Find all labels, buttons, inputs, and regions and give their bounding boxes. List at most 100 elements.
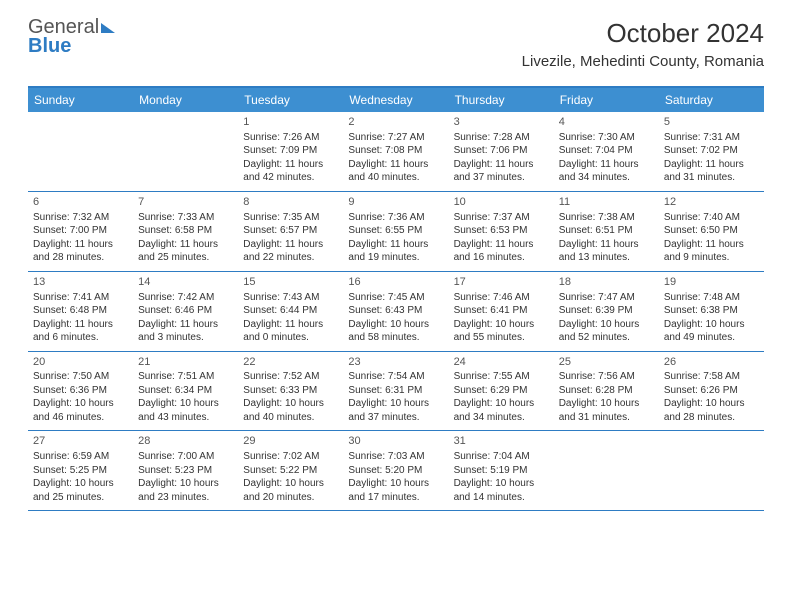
day-cell: 23Sunrise: 7:54 AMSunset: 6:31 PMDayligh…: [343, 352, 448, 431]
daylight-text: Daylight: 11 hours and 13 minutes.: [559, 238, 654, 265]
sunrise-text: Sunrise: 7:40 AM: [664, 211, 759, 225]
sunrise-text: Sunrise: 7:50 AM: [33, 370, 128, 384]
sunrise-text: Sunrise: 7:54 AM: [348, 370, 443, 384]
location-text: Livezile, Mehedinti County, Romania: [522, 53, 764, 70]
day-number: 30: [348, 434, 443, 449]
day-number: 16: [348, 275, 443, 290]
day-number: 18: [559, 275, 654, 290]
day-cell: 10Sunrise: 7:37 AMSunset: 6:53 PMDayligh…: [449, 192, 554, 271]
week-row: 27Sunrise: 6:59 AMSunset: 5:25 PMDayligh…: [28, 431, 764, 511]
sunset-text: Sunset: 5:25 PM: [33, 464, 128, 478]
day-cell: 4Sunrise: 7:30 AMSunset: 7:04 PMDaylight…: [554, 112, 659, 191]
day-cell: 24Sunrise: 7:55 AMSunset: 6:29 PMDayligh…: [449, 352, 554, 431]
day-cell: 18Sunrise: 7:47 AMSunset: 6:39 PMDayligh…: [554, 272, 659, 351]
daylight-text: Daylight: 11 hours and 42 minutes.: [243, 158, 338, 185]
sunrise-text: Sunrise: 7:28 AM: [454, 131, 549, 145]
daylight-text: Daylight: 11 hours and 19 minutes.: [348, 238, 443, 265]
sunset-text: Sunset: 7:00 PM: [33, 224, 128, 238]
day-number: 10: [454, 195, 549, 210]
day-number: 24: [454, 355, 549, 370]
day-cell: [659, 431, 764, 510]
sunset-text: Sunset: 5:19 PM: [454, 464, 549, 478]
sunset-text: Sunset: 6:43 PM: [348, 304, 443, 318]
day-cell: 8Sunrise: 7:35 AMSunset: 6:57 PMDaylight…: [238, 192, 343, 271]
day-cell: 9Sunrise: 7:36 AMSunset: 6:55 PMDaylight…: [343, 192, 448, 271]
daylight-text: Daylight: 10 hours and 28 minutes.: [664, 397, 759, 424]
sunrise-text: Sunrise: 7:32 AM: [33, 211, 128, 225]
calendar: Sunday Monday Tuesday Wednesday Thursday…: [28, 86, 764, 511]
day-number: 17: [454, 275, 549, 290]
day-cell: [28, 112, 133, 191]
day-cell: 31Sunrise: 7:04 AMSunset: 5:19 PMDayligh…: [449, 431, 554, 510]
dayhead-tue: Tuesday: [238, 88, 343, 112]
day-number: 27: [33, 434, 128, 449]
sunrise-text: Sunrise: 7:55 AM: [454, 370, 549, 384]
day-headers: Sunday Monday Tuesday Wednesday Thursday…: [28, 88, 764, 112]
sunrise-text: Sunrise: 7:45 AM: [348, 291, 443, 305]
daylight-text: Daylight: 11 hours and 22 minutes.: [243, 238, 338, 265]
title-block: October 2024 Livezile, Mehedinti County,…: [522, 18, 764, 70]
dayhead-thu: Thursday: [449, 88, 554, 112]
sunset-text: Sunset: 7:09 PM: [243, 144, 338, 158]
sunset-text: Sunset: 6:26 PM: [664, 384, 759, 398]
sunset-text: Sunset: 6:36 PM: [33, 384, 128, 398]
sunrise-text: Sunrise: 7:51 AM: [138, 370, 233, 384]
day-cell: 6Sunrise: 7:32 AMSunset: 7:00 PMDaylight…: [28, 192, 133, 271]
day-number: 31: [454, 434, 549, 449]
day-number: 3: [454, 115, 549, 130]
day-cell: 12Sunrise: 7:40 AMSunset: 6:50 PMDayligh…: [659, 192, 764, 271]
sunrise-text: Sunrise: 7:26 AM: [243, 131, 338, 145]
day-cell: 27Sunrise: 6:59 AMSunset: 5:25 PMDayligh…: [28, 431, 133, 510]
sunset-text: Sunset: 5:20 PM: [348, 464, 443, 478]
daylight-text: Daylight: 11 hours and 3 minutes.: [138, 318, 233, 345]
sunrise-text: Sunrise: 6:59 AM: [33, 450, 128, 464]
day-number: 12: [664, 195, 759, 210]
dayhead-sat: Saturday: [659, 88, 764, 112]
daylight-text: Daylight: 11 hours and 9 minutes.: [664, 238, 759, 265]
day-number: 1: [243, 115, 338, 130]
sunset-text: Sunset: 6:57 PM: [243, 224, 338, 238]
day-number: 9: [348, 195, 443, 210]
daylight-text: Daylight: 10 hours and 25 minutes.: [33, 477, 128, 504]
daylight-text: Daylight: 10 hours and 40 minutes.: [243, 397, 338, 424]
day-number: 13: [33, 275, 128, 290]
brand-word2: Blue: [28, 37, 115, 56]
daylight-text: Daylight: 11 hours and 0 minutes.: [243, 318, 338, 345]
sunset-text: Sunset: 6:58 PM: [138, 224, 233, 238]
week-row: 20Sunrise: 7:50 AMSunset: 6:36 PM Dayligh…: [28, 352, 764, 432]
day-cell: 26Sunrise: 7:58 AMSunset: 6:26 PMDayligh…: [659, 352, 764, 431]
day-cell: 22Sunrise: 7:52 AMSunset: 6:33 PMDayligh…: [238, 352, 343, 431]
day-cell: 2Sunrise: 7:27 AMSunset: 7:08 PMDaylight…: [343, 112, 448, 191]
day-cell: 25Sunrise: 7:56 AMSunset: 6:28 PMDayligh…: [554, 352, 659, 431]
day-number: 11: [559, 195, 654, 210]
day-number: 5: [664, 115, 759, 130]
day-number: 23: [348, 355, 443, 370]
day-cell: 13Sunrise: 7:41 AMSunset: 6:48 PMDayligh…: [28, 272, 133, 351]
daylight-text: Daylight: 11 hours and 16 minutes.: [454, 238, 549, 265]
sunset-text: Sunset: 6:33 PM: [243, 384, 338, 398]
sunrise-text: Sunrise: 7:31 AM: [664, 131, 759, 145]
week-row: 6Sunrise: 7:32 AMSunset: 7:00 PMDaylight…: [28, 192, 764, 272]
sunset-text: Sunset: 6:39 PM: [559, 304, 654, 318]
day-cell: 3Sunrise: 7:28 AMSunset: 7:06 PMDaylight…: [449, 112, 554, 191]
daylight-text: Daylight: 10 hours and 20 minutes.: [243, 477, 338, 504]
sunset-text: Sunset: 6:51 PM: [559, 224, 654, 238]
day-cell: 28Sunrise: 7:00 AMSunset: 5:23 PMDayligh…: [133, 431, 238, 510]
day-cell: 1Sunrise: 7:26 AMSunset: 7:09 PMDaylight…: [238, 112, 343, 191]
sunrise-text: Sunrise: 7:02 AM: [243, 450, 338, 464]
sunset-text: Sunset: 6:50 PM: [664, 224, 759, 238]
daylight-text: Daylight: 10 hours and 37 minutes.: [348, 397, 443, 424]
sunset-text: Sunset: 5:23 PM: [138, 464, 233, 478]
dayhead-sun: Sunday: [28, 88, 133, 112]
logo-triangle-icon: [101, 23, 115, 33]
week-row: 1Sunrise: 7:26 AMSunset: 7:09 PMDaylight…: [28, 112, 764, 192]
sunset-text: Sunset: 6:53 PM: [454, 224, 549, 238]
day-cell: 29Sunrise: 7:02 AMSunset: 5:22 PMDayligh…: [238, 431, 343, 510]
day-number: 15: [243, 275, 338, 290]
daylight-text: Daylight: 11 hours and 40 minutes.: [348, 158, 443, 185]
sunset-text: Sunset: 6:41 PM: [454, 304, 549, 318]
day-cell: [133, 112, 238, 191]
daylight-text: Daylight: 10 hours and 14 minutes.: [454, 477, 549, 504]
day-number: 20: [33, 355, 128, 370]
sunset-text: Sunset: 6:46 PM: [138, 304, 233, 318]
